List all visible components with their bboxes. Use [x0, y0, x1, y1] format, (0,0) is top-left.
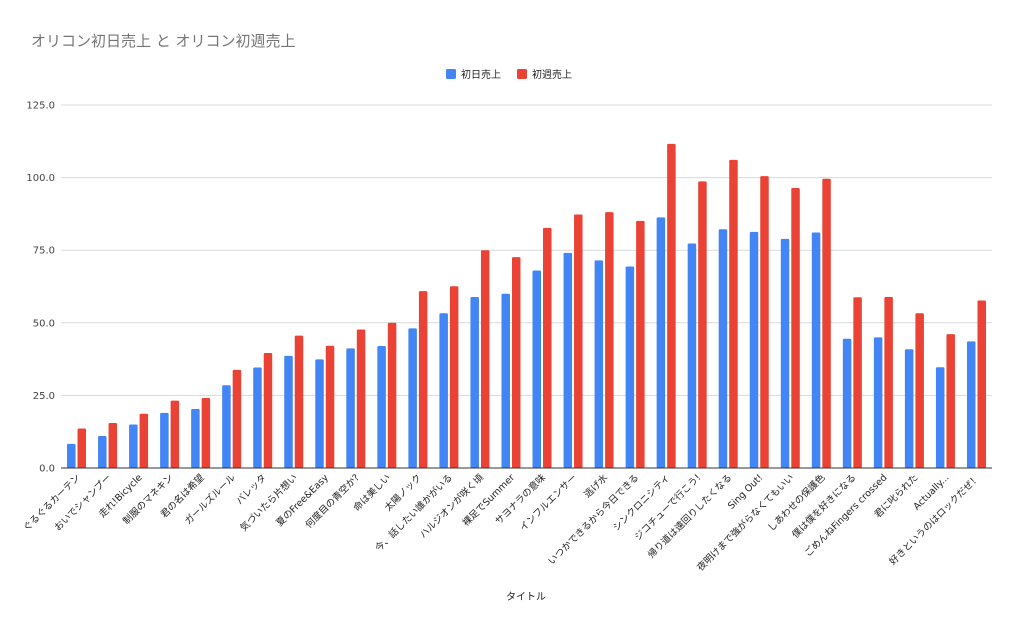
y-tick-label: 125.0 [26, 101, 55, 112]
x-tick-label: インフルエンサー [518, 472, 579, 533]
x-tick-label: 裸足でSummer [460, 472, 517, 529]
bar-first-day [687, 243, 697, 468]
bar-first-day [315, 359, 324, 468]
bar-first-week [511, 257, 521, 468]
x-tick-label: 気づいたら片想い [238, 472, 300, 534]
bar-first-day [253, 367, 262, 468]
bar-first-week [449, 286, 459, 468]
legend-swatch-first-week [517, 69, 527, 79]
legend-label-first-day: 初日売上 [461, 68, 501, 81]
bar-first-day [873, 337, 883, 468]
y-tick-label: 75.0 [33, 246, 55, 257]
bar-first-day [811, 232, 821, 468]
bar-first-day [222, 385, 231, 468]
y-tick-label: 25.0 [33, 391, 55, 402]
bar-first-week [636, 220, 645, 468]
bar-first-week [77, 428, 87, 468]
bar-first-day [470, 296, 479, 468]
bar-first-day [718, 229, 728, 468]
bar-first-day [191, 409, 200, 468]
bar-first-day [501, 293, 510, 468]
bar-first-day [284, 355, 293, 468]
bar-first-week [946, 334, 955, 468]
bar-first-week [543, 227, 552, 468]
bar-first-week [294, 335, 304, 468]
legend-label-first-week: 初週売上 [532, 68, 572, 81]
bar-first-day [935, 367, 945, 468]
y-tick-label: 0.0 [39, 464, 55, 475]
bar-first-week [418, 291, 428, 468]
bar-first-day [749, 231, 759, 468]
x-tick-label: 何度目の青空か? [303, 472, 362, 531]
bar-first-week [884, 296, 893, 468]
bar-first-week [480, 250, 490, 468]
legend: 初日売上 初週売上 [446, 68, 572, 81]
bar-first-day [532, 270, 542, 468]
bar-first-week [729, 159, 738, 468]
bar-first-week [232, 369, 242, 468]
bar-first-week [170, 400, 180, 468]
bar-first-day [98, 436, 107, 468]
bar-first-week [325, 345, 335, 468]
legend-swatch-first-day [446, 69, 456, 79]
bar-first-week [574, 214, 583, 468]
y-tick-label: 100.0 [26, 173, 55, 184]
bar-first-week [853, 297, 862, 468]
bar-first-day [67, 443, 76, 468]
bar-first-week [667, 143, 676, 468]
bar-first-day [129, 424, 138, 468]
chart-title: オリコン初日売上 と オリコン初週売上 [31, 32, 296, 50]
bar-first-day [346, 348, 355, 468]
x-tick-label: シンクロニシティ [611, 472, 672, 533]
bar-first-day [966, 341, 976, 468]
x-tick-label: ぐるぐるカーテン [21, 472, 82, 533]
x-tick-label: おいでシャンプー [53, 472, 114, 533]
bar-first-week [605, 212, 614, 468]
x-axis-ticks: ぐるぐるカーテンおいでシャンプー走れ!Bicycle制服のマネキン君の名は希望ガ… [21, 471, 982, 573]
bar-first-day [904, 349, 914, 468]
bar-first-day [439, 313, 448, 468]
bar-first-week [356, 329, 366, 468]
bar-first-week [915, 313, 924, 468]
bar-first-week [139, 413, 149, 468]
bar-first-day [377, 346, 386, 468]
x-tick-label: 逃げ水 [582, 471, 611, 500]
bar-first-week [263, 353, 273, 468]
bar-first-day [842, 338, 852, 468]
bar-first-day [408, 328, 417, 468]
bar-first-week [387, 322, 397, 468]
bars [67, 143, 986, 469]
bar-first-week [108, 422, 118, 468]
bar-first-week [201, 398, 211, 468]
bar-first-day [160, 412, 169, 468]
bar-first-week [977, 300, 986, 468]
bar-first-day [625, 266, 635, 468]
x-axis-title: タイトル [506, 591, 546, 603]
y-axis-ticks: 0.0 25.0 50.0 75.0 100.0 125.0 [26, 101, 55, 475]
gridlines [61, 104, 992, 396]
y-tick-label: 50.0 [33, 318, 55, 329]
bar-first-week [822, 178, 831, 468]
bar-first-day [594, 260, 604, 468]
bar-first-week [791, 188, 800, 469]
bar-first-day [656, 217, 666, 468]
bar-first-week [698, 181, 707, 469]
bar-first-day [780, 238, 790, 468]
x-tick-label: しあわせの保護色 [765, 471, 828, 534]
bar-first-week [760, 176, 769, 468]
bar-first-day [563, 252, 573, 468]
